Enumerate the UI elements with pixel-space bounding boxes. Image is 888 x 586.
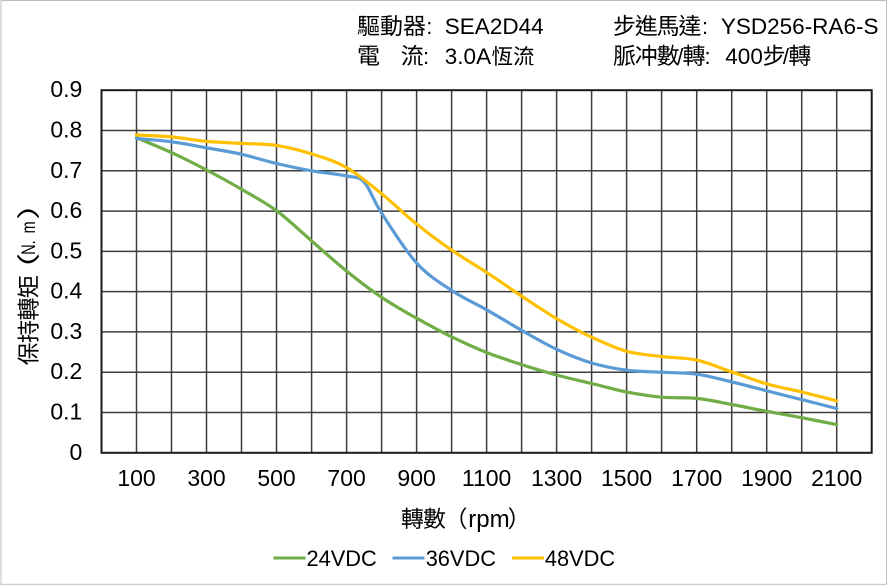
svg-text:0.7: 0.7 xyxy=(50,157,82,183)
svg-text:1900: 1900 xyxy=(741,465,792,491)
svg-text:0.3: 0.3 xyxy=(50,318,82,344)
svg-text:400: 400 xyxy=(725,44,763,69)
svg-text:0.2: 0.2 xyxy=(50,358,82,384)
svg-text:1700: 1700 xyxy=(671,465,722,491)
svg-text:0.1: 0.1 xyxy=(50,399,82,425)
svg-text::: : xyxy=(705,44,711,69)
svg-text:300: 300 xyxy=(187,465,225,491)
svg-text:24VDC: 24VDC xyxy=(307,546,377,571)
svg-text:48VDC: 48VDC xyxy=(545,546,615,571)
svg-text:/: / xyxy=(677,44,684,69)
svg-text:500: 500 xyxy=(257,465,295,491)
svg-text:0.8: 0.8 xyxy=(50,117,82,143)
svg-text::: : xyxy=(426,14,432,39)
svg-text:3.0A: 3.0A xyxy=(445,44,491,69)
svg-text:m: m xyxy=(17,221,40,233)
svg-text:700: 700 xyxy=(327,465,365,491)
svg-text:1500: 1500 xyxy=(601,465,652,491)
svg-text:1100: 1100 xyxy=(462,465,511,491)
svg-text::: : xyxy=(423,44,429,69)
svg-text::: : xyxy=(702,14,708,39)
svg-text:0: 0 xyxy=(70,439,83,465)
svg-text:36VDC: 36VDC xyxy=(426,546,496,571)
svg-text:0.5: 0.5 xyxy=(50,237,82,263)
svg-text:100: 100 xyxy=(117,465,155,491)
svg-text:1300: 1300 xyxy=(531,465,582,491)
svg-text:0.9: 0.9 xyxy=(50,76,82,102)
svg-text:N.: N. xyxy=(17,240,40,254)
svg-text:/: / xyxy=(783,44,790,69)
svg-text:rpm: rpm xyxy=(468,506,509,533)
svg-text:0.6: 0.6 xyxy=(50,197,82,223)
svg-text:900: 900 xyxy=(397,465,435,491)
svg-text:2100: 2100 xyxy=(811,465,862,491)
svg-text:0.4: 0.4 xyxy=(50,278,82,304)
svg-text:YSD256-RA6-S: YSD256-RA6-S xyxy=(721,14,879,39)
svg-text:SEA2D44: SEA2D44 xyxy=(445,14,544,39)
